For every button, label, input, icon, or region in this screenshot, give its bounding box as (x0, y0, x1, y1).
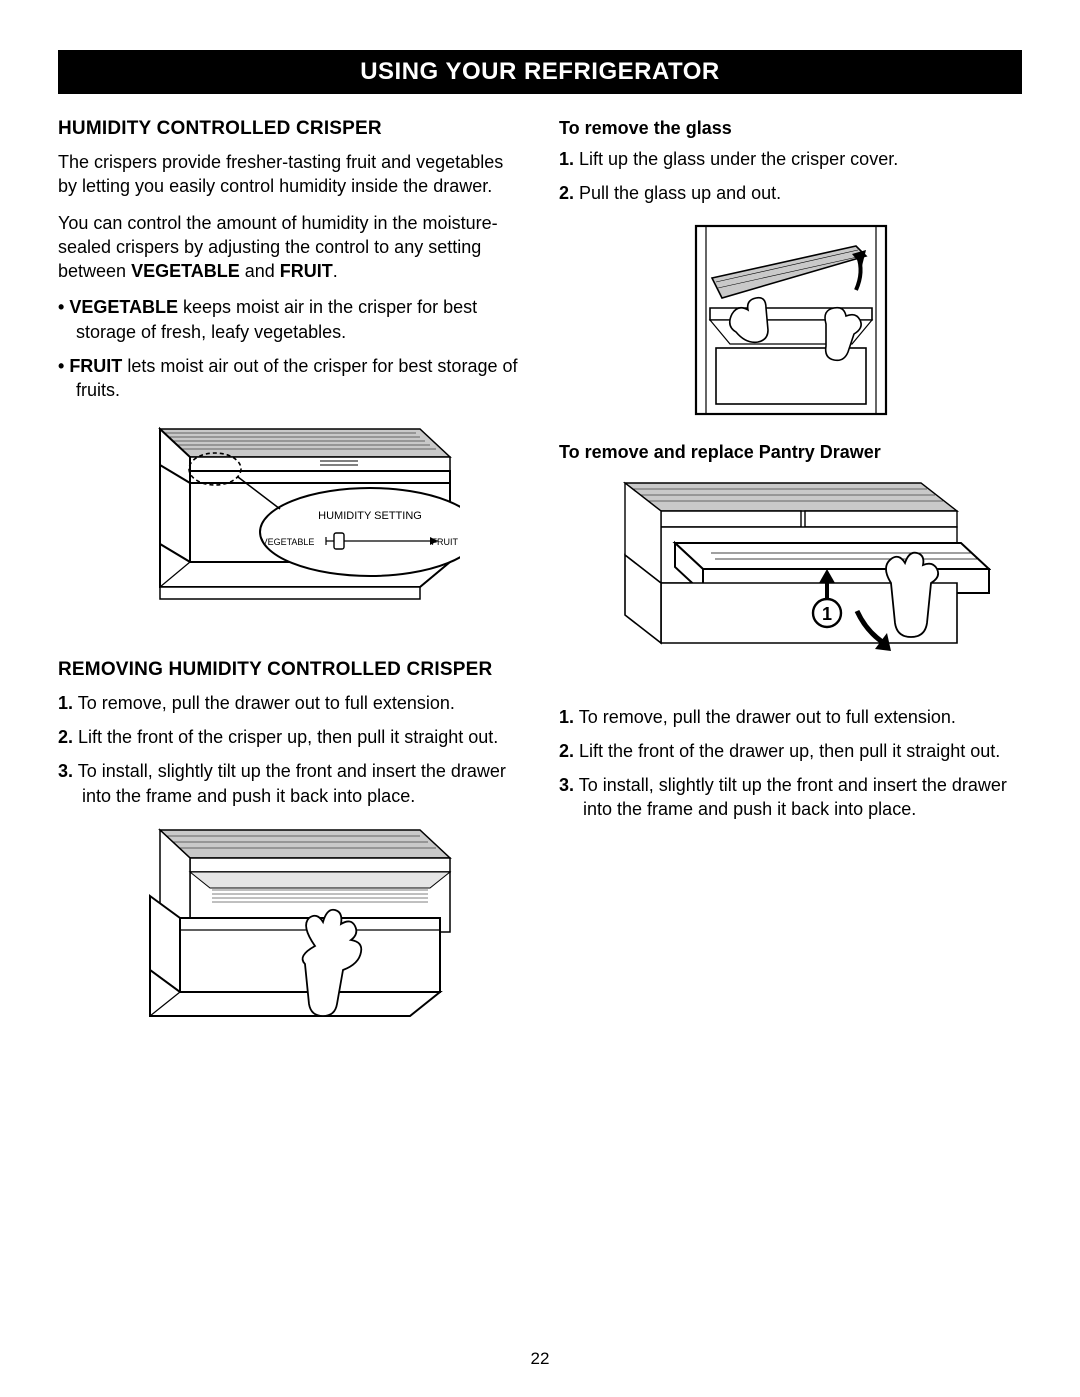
text: and (240, 261, 280, 281)
step-text: Lift up the glass under the crisper cove… (579, 149, 898, 169)
pantry-drawer-diagram: 1 (559, 473, 1022, 683)
two-column-layout: HUMIDITY CONTROLLED CRISPER The crispers… (58, 118, 1022, 1064)
left-column: HUMIDITY CONTROLLED CRISPER The crispers… (58, 118, 521, 1064)
list-item: 1. Lift up the glass under the crisper c… (559, 147, 1022, 171)
remove-glass-heading: To remove the glass (559, 118, 1022, 139)
pantry-drawer-steps: 1. To remove, pull the drawer out to ful… (559, 705, 1022, 822)
text-bold: VEGETABLE (69, 297, 178, 317)
section-banner: USING YOUR REFRIGERATOR (58, 50, 1022, 94)
removing-crisper-steps: 1. To remove, pull the drawer out to ful… (58, 691, 521, 808)
right-column: To remove the glass 1. Lift up the glass… (559, 118, 1022, 1064)
step-text: To install, slightly tilt up the front a… (78, 761, 506, 805)
crisper-settings-list: VEGETABLE keeps moist air in the crisper… (58, 295, 521, 402)
list-item: 1. To remove, pull the drawer out to ful… (58, 691, 521, 715)
step-number: 3. (559, 775, 574, 795)
humidity-crisper-p1: The crispers provide fresher-tasting fru… (58, 150, 521, 199)
pantry-drawer-heading: To remove and replace Pantry Drawer (559, 442, 1022, 463)
list-item: 2. Lift the front of the drawer up, then… (559, 739, 1022, 763)
diagram-label: VEGETABLE (261, 537, 314, 547)
humidity-setting-diagram: HUMIDITY SETTING VEGETABLE FRUIT (58, 417, 521, 637)
step-number: 2. (58, 727, 73, 747)
humidity-crisper-p2: You can control the amount of humidity i… (58, 211, 521, 284)
text: lets moist air out of the crisper for be… (76, 356, 518, 400)
step-text: Lift the front of the crisper up, then p… (78, 727, 498, 747)
list-item: FRUIT lets moist air out of the crisper … (58, 354, 521, 403)
list-item: 3. To install, slightly tilt up the fron… (58, 759, 521, 808)
text-bold: VEGETABLE (131, 261, 240, 281)
step-text: To remove, pull the drawer out to full e… (78, 693, 455, 713)
step-number: 1. (58, 693, 73, 713)
list-item: 2. Lift the front of the crisper up, the… (58, 725, 521, 749)
svg-text:1: 1 (821, 604, 831, 624)
diagram-label: FRUIT (431, 537, 458, 547)
humidity-crisper-heading: HUMIDITY CONTROLLED CRISPER (58, 118, 521, 140)
list-item: 3. To install, slightly tilt up the fron… (559, 773, 1022, 822)
remove-glass-diagram (559, 220, 1022, 420)
step-text: Pull the glass up and out. (579, 183, 781, 203)
step-1-badge-icon: 1 (813, 599, 841, 627)
list-item: 1. To remove, pull the drawer out to ful… (559, 705, 1022, 729)
text-bold: FRUIT (280, 261, 333, 281)
step-number: 2. (559, 741, 574, 761)
step-text: Lift the front of the drawer up, then pu… (579, 741, 1000, 761)
page-number: 22 (0, 1349, 1080, 1369)
remove-crisper-diagram (58, 822, 521, 1042)
remove-glass-steps: 1. Lift up the glass under the crisper c… (559, 147, 1022, 206)
step-number: 1. (559, 707, 574, 727)
step-number: 1. (559, 149, 574, 169)
diagram-label: HUMIDITY SETTING (318, 510, 422, 522)
step-number: 2. (559, 183, 574, 203)
step-text: To remove, pull the drawer out to full e… (579, 707, 956, 727)
step-number: 3. (58, 761, 73, 781)
list-item: 2. Pull the glass up and out. (559, 181, 1022, 205)
removing-crisper-heading: REMOVING HUMIDITY CONTROLLED CRISPER (58, 659, 521, 681)
step-text: To install, slightly tilt up the front a… (579, 775, 1007, 819)
text: . (333, 261, 338, 281)
text-bold: FRUIT (69, 356, 122, 376)
list-item: VEGETABLE keeps moist air in the crisper… (58, 295, 521, 344)
